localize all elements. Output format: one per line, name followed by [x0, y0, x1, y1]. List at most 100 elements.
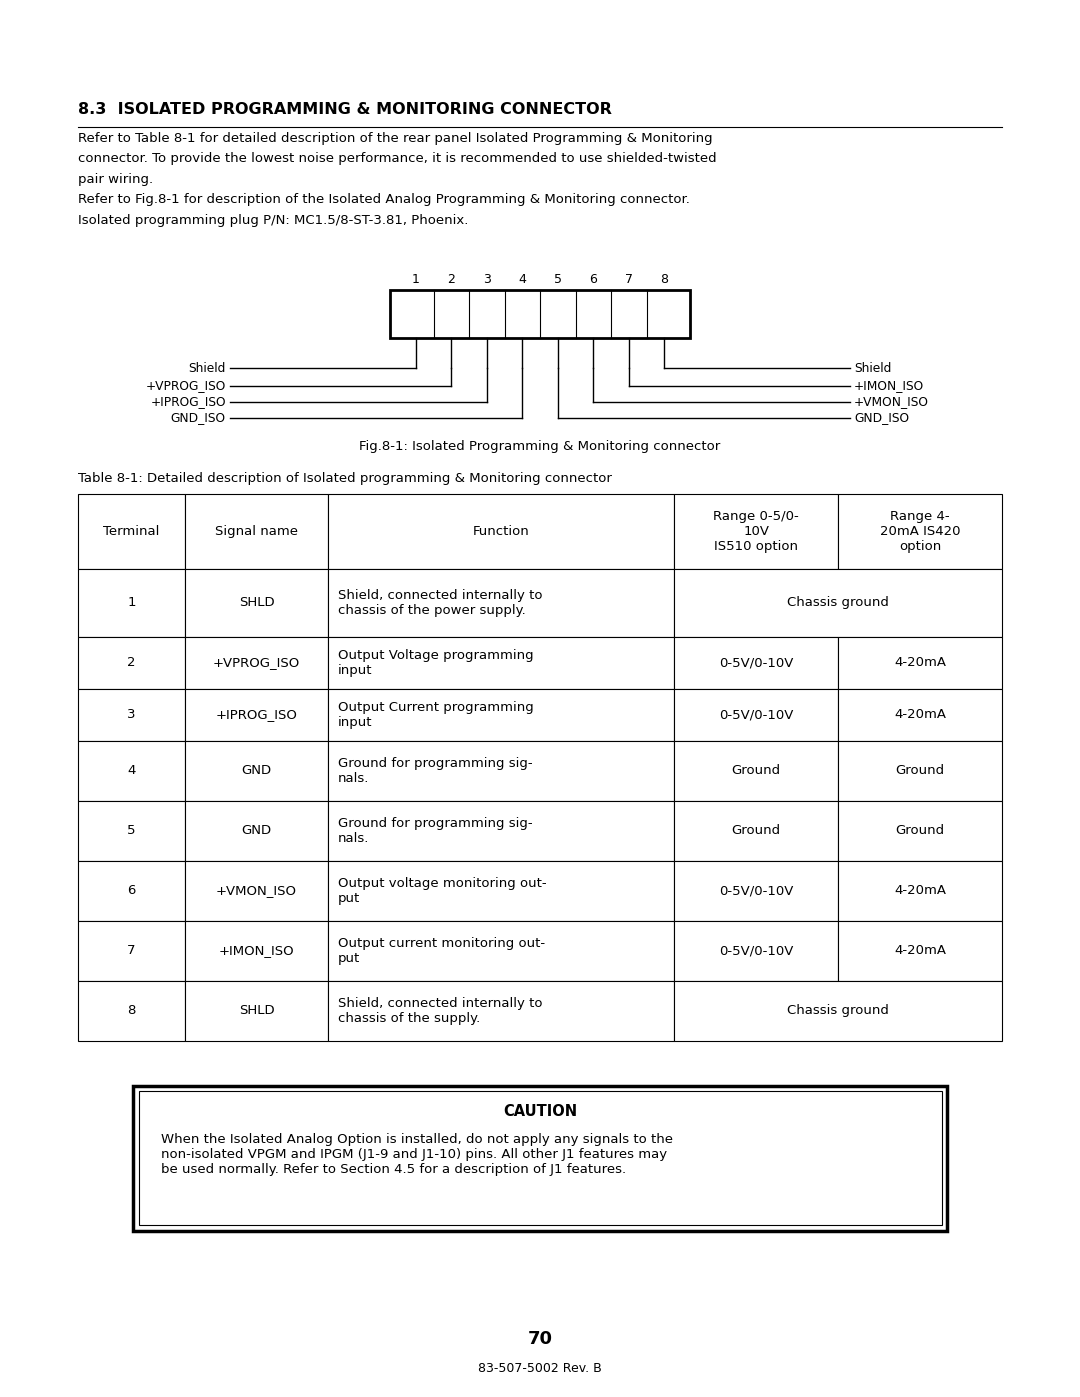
Bar: [674, 981, 1002, 1041]
Bar: [185, 740, 328, 800]
Text: +IPROG_ISO: +IPROG_ISO: [216, 708, 297, 721]
Text: +VPROG_ISO: +VPROG_ISO: [146, 379, 226, 393]
Text: GND_ISO: GND_ISO: [854, 411, 909, 425]
Bar: [674, 800, 838, 861]
Text: Terminal: Terminal: [104, 524, 160, 538]
Text: +VMON_ISO: +VMON_ISO: [216, 884, 297, 897]
Text: Table 8-1: Detailed description of Isolated programming & Monitoring connector: Table 8-1: Detailed description of Isola…: [78, 472, 612, 485]
Text: connector. To provide the lowest noise performance, it is recommended to use shi: connector. To provide the lowest noise p…: [78, 152, 717, 165]
Text: 6: 6: [127, 884, 136, 897]
Bar: [328, 921, 674, 981]
Bar: [838, 921, 1002, 981]
Text: 4-20mA: 4-20mA: [894, 944, 946, 957]
Bar: [78, 569, 185, 637]
Text: Range 4-
20mA IS420
option: Range 4- 20mA IS420 option: [880, 510, 960, 552]
Bar: [838, 861, 1002, 921]
Text: Ground for programming sig-
nals.: Ground for programming sig- nals.: [338, 816, 532, 845]
Text: SHLD: SHLD: [239, 1004, 274, 1017]
Text: +VPROG_ISO: +VPROG_ISO: [213, 657, 300, 669]
Bar: [838, 740, 1002, 800]
Bar: [78, 637, 185, 689]
Text: 4-20mA: 4-20mA: [894, 657, 946, 669]
Bar: [185, 569, 328, 637]
Text: +IMON_ISO: +IMON_ISO: [854, 379, 924, 393]
Text: 8: 8: [660, 272, 669, 286]
Text: +IMON_ISO: +IMON_ISO: [218, 944, 294, 957]
Text: Ground: Ground: [731, 824, 781, 837]
Bar: [78, 740, 185, 800]
Text: 83-507-5002 Rev. B: 83-507-5002 Rev. B: [478, 1362, 602, 1376]
Bar: [328, 861, 674, 921]
Text: pair wiring.: pair wiring.: [78, 172, 153, 186]
Text: 8: 8: [127, 1004, 136, 1017]
Text: 4-20mA: 4-20mA: [894, 708, 946, 721]
Text: Output current monitoring out-
put: Output current monitoring out- put: [338, 936, 545, 964]
Bar: [674, 921, 838, 981]
Bar: [78, 689, 185, 740]
Text: Output Current programming
input: Output Current programming input: [338, 700, 534, 728]
Text: 6: 6: [590, 272, 597, 286]
Text: Shield: Shield: [189, 362, 226, 374]
Bar: [838, 689, 1002, 740]
Text: 1: 1: [411, 272, 420, 286]
Bar: [674, 637, 838, 689]
Text: GND: GND: [242, 764, 271, 777]
Text: Refer to Fig.8-1 for description of the Isolated Analog Programming & Monitoring: Refer to Fig.8-1 for description of the …: [78, 193, 690, 205]
Text: Isolated programming plug P/N: MC1.5/8-ST-3.81, Phoenix.: Isolated programming plug P/N: MC1.5/8-S…: [78, 214, 469, 226]
Bar: [328, 637, 674, 689]
Bar: [328, 740, 674, 800]
Text: 4: 4: [127, 764, 136, 777]
Text: Ground: Ground: [895, 764, 945, 777]
Text: Ground for programming sig-
nals.: Ground for programming sig- nals.: [338, 757, 532, 785]
Text: 0-5V/0-10V: 0-5V/0-10V: [719, 884, 794, 897]
Text: 8.3  ISOLATED PROGRAMMING & MONITORING CONNECTOR: 8.3 ISOLATED PROGRAMMING & MONITORING CO…: [78, 102, 612, 117]
Bar: [328, 800, 674, 861]
Bar: [138, 1091, 942, 1225]
Text: 5: 5: [554, 272, 562, 286]
Text: 1: 1: [127, 597, 136, 609]
Bar: [838, 493, 1002, 569]
Text: Output voltage monitoring out-
put: Output voltage monitoring out- put: [338, 876, 546, 904]
Text: Range 0-5/0-
10V
IS510 option: Range 0-5/0- 10V IS510 option: [713, 510, 799, 552]
Text: GND: GND: [242, 824, 271, 837]
Bar: [185, 921, 328, 981]
Bar: [78, 921, 185, 981]
Text: +VMON_ISO: +VMON_ISO: [854, 395, 929, 408]
Bar: [185, 493, 328, 569]
Text: Chassis ground: Chassis ground: [787, 597, 889, 609]
Text: GND_ISO: GND_ISO: [171, 411, 226, 425]
Text: 0-5V/0-10V: 0-5V/0-10V: [719, 708, 794, 721]
Bar: [674, 861, 838, 921]
Bar: [328, 569, 674, 637]
Text: Ground: Ground: [895, 824, 945, 837]
Bar: [185, 861, 328, 921]
Bar: [390, 291, 690, 338]
Text: Refer to Table 8-1 for detailed description of the rear panel Isolated Programmi: Refer to Table 8-1 for detailed descript…: [78, 131, 713, 144]
Text: 3: 3: [127, 708, 136, 721]
Bar: [185, 981, 328, 1041]
Text: CAUTION: CAUTION: [503, 1104, 577, 1119]
Text: Shield: Shield: [854, 362, 891, 374]
Text: 70: 70: [527, 1330, 553, 1348]
Text: 2: 2: [447, 272, 455, 286]
Bar: [328, 981, 674, 1041]
Text: Signal name: Signal name: [215, 524, 298, 538]
Text: 4: 4: [518, 272, 526, 286]
Text: 0-5V/0-10V: 0-5V/0-10V: [719, 944, 794, 957]
Bar: [674, 569, 1002, 637]
Text: 2: 2: [127, 657, 136, 669]
Bar: [838, 800, 1002, 861]
Text: 7: 7: [624, 272, 633, 286]
Text: SHLD: SHLD: [239, 597, 274, 609]
Text: Function: Function: [473, 524, 529, 538]
Bar: [185, 637, 328, 689]
Bar: [133, 1085, 947, 1231]
Bar: [674, 689, 838, 740]
Text: Ground: Ground: [731, 764, 781, 777]
Text: 4-20mA: 4-20mA: [894, 884, 946, 897]
Text: 7: 7: [127, 944, 136, 957]
Text: Output Voltage programming
input: Output Voltage programming input: [338, 648, 534, 676]
Text: 3: 3: [483, 272, 490, 286]
Bar: [328, 493, 674, 569]
Bar: [674, 740, 838, 800]
